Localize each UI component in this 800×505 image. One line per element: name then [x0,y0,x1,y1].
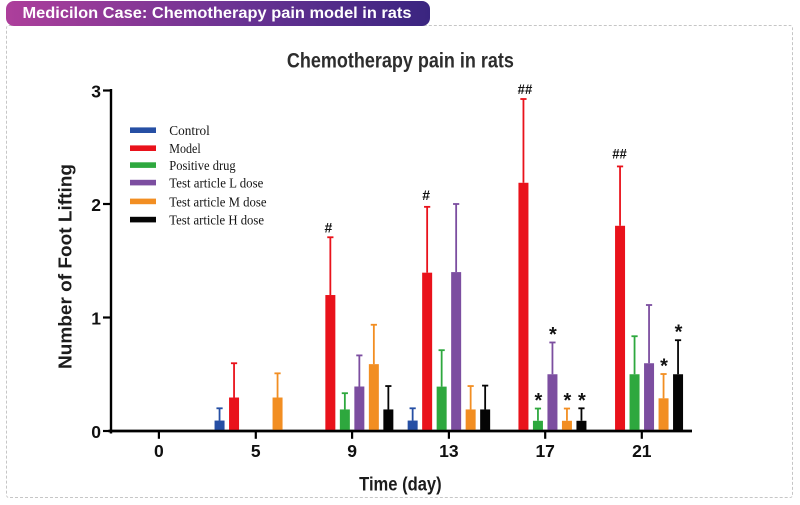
svg-text:*: * [660,356,668,378]
svg-text:Chemotherapy pain in rats: Chemotherapy pain in rats [287,50,514,73]
svg-text:Model: Model [169,142,200,157]
svg-text:0: 0 [154,441,164,461]
svg-text:0: 0 [91,422,101,442]
svg-text:##: ## [612,146,627,162]
svg-text:17: 17 [535,441,554,461]
svg-text:*: * [564,390,572,412]
svg-text:Test article L dose: Test article L dose [169,177,263,192]
svg-text:Test article H dose: Test article H dose [169,214,264,229]
svg-text:Medicilon Case: Chemotherapy p: Medicilon Case: Chemotherapy pain model … [23,5,412,22]
svg-text:*: * [549,324,557,346]
svg-text:*: * [675,322,683,344]
svg-text:3: 3 [91,82,101,102]
svg-text:Test article M dose: Test article M dose [169,195,266,210]
svg-text:##: ## [518,81,533,97]
svg-text:5: 5 [251,441,261,461]
svg-text:Positive drug: Positive drug [169,159,235,174]
svg-text:#: # [422,187,430,203]
svg-text:*: * [535,390,543,412]
svg-text:1: 1 [91,309,101,329]
svg-text:13: 13 [439,441,459,461]
svg-text:Number of Foot Lifting: Number of Foot Lifting [54,164,75,369]
svg-text:9: 9 [347,441,357,461]
svg-text:21: 21 [632,441,652,461]
svg-text:Control: Control [169,124,210,139]
svg-text:2: 2 [91,195,101,215]
svg-text:Time (day): Time (day) [359,475,442,496]
svg-text:*: * [578,390,586,412]
svg-text:#: # [324,220,332,236]
